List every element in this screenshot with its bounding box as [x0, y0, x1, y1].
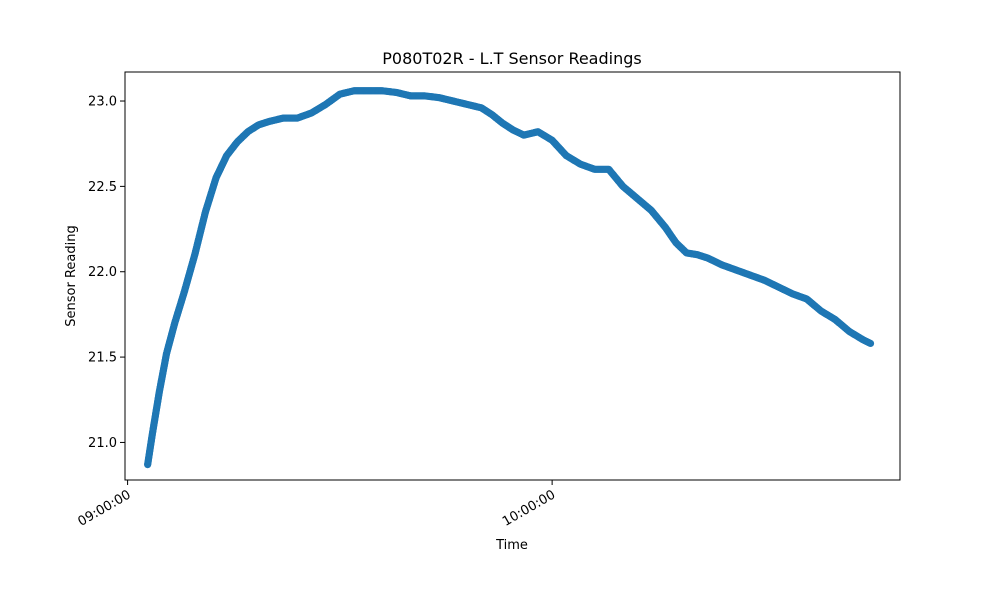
x-tick-label: 10:00:00	[500, 487, 558, 529]
y-axis-label: Sensor Reading	[64, 225, 79, 326]
y-tick-label: 21.0	[88, 436, 117, 451]
x-axis-ticks: 09:00:00 10:00:00	[76, 480, 558, 530]
plot-frame	[124, 71, 901, 481]
y-tick-label: 22.0	[88, 265, 117, 280]
data-point	[866, 339, 875, 348]
y-axis-ticks: 21.0 21.5 22.0 22.5 23.0	[88, 95, 125, 451]
y-tick-label: 22.5	[88, 180, 117, 195]
x-tick-label: 09:00:00	[76, 487, 134, 529]
y-tick-label: 23.0	[88, 95, 117, 110]
data-points	[144, 87, 875, 469]
y-tick-label: 21.5	[88, 351, 117, 366]
x-axis-label: Time	[495, 538, 528, 553]
chart-title: P080T02R - L.T Sensor Readings	[382, 49, 641, 68]
